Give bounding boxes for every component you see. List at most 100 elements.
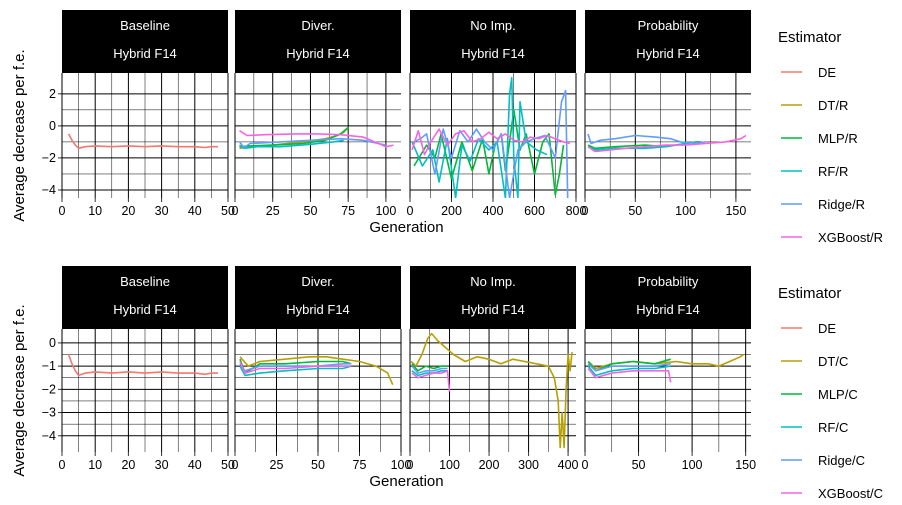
facet-1: Diver. Hybrid F14 0 25 50 75 100 [232, 10, 401, 218]
x-tick-label: 400 [558, 458, 579, 472]
legend-label: MLP/C [818, 387, 858, 402]
y-tick-label: −4 [42, 183, 56, 197]
facet-3: Probability Hybrid F14 0 50 100 150 [582, 266, 756, 472]
series-line-ridge-r [238, 137, 387, 149]
series-line-xgboost-r [411, 128, 570, 156]
x-tick-label: 100 [391, 458, 412, 472]
facet-strip-title: Probability [638, 274, 699, 289]
x-tick-label: 75 [341, 204, 355, 218]
facet-2: No Imp. Hybrid F14 0 200 400 600 800 [407, 10, 587, 218]
facet-strip-title: No Imp. [470, 18, 516, 33]
facet-strip-title: No Imp. [470, 274, 516, 289]
legend-label: Ridge/R [818, 197, 865, 212]
y-tick-label: 2 [49, 87, 56, 101]
series-line-xgboost-c [411, 369, 451, 392]
legend-label: DT/R [818, 98, 848, 113]
facet-1: Diver. Hybrid F14 0 25 50 75 100 [232, 266, 412, 472]
facet-strip-subtitle: Hybrid F14 [636, 46, 700, 61]
facet-strip [410, 10, 576, 73]
facet-2: No Imp. Hybrid F14 0 100 200 300 400 [407, 266, 579, 472]
series-line-mlp-c [411, 363, 448, 372]
series-line-de [67, 133, 218, 150]
x-tick-label: 50 [628, 204, 642, 218]
facet-panel [585, 73, 751, 198]
x-tick-label: 50 [304, 204, 318, 218]
facet-3: Probability Hybrid F14 0 50 100 150 [582, 10, 751, 218]
chart-0: Average decrease per f.e. 2 0 −2 −4 Baseline H… [11, 10, 883, 245]
facet-series-group [587, 353, 744, 383]
x-tick-label: 600 [524, 204, 545, 218]
series-line-rf-r [239, 139, 344, 150]
x-tick-label: 50 [221, 458, 235, 472]
series-line-ridge-c [587, 363, 671, 372]
chart-1: Average decrease per f.e. 0−1−2−3−4Baseli… [11, 266, 883, 501]
y-tick-label: −2 [42, 151, 56, 165]
series-line-de [67, 354, 218, 377]
series-line-rf-c [587, 365, 671, 377]
legend-label: MLP/R [818, 131, 858, 146]
x-tick-label: 10 [88, 204, 102, 218]
x-tick-label: 25 [266, 204, 280, 218]
facet-strip-subtitle: Hybrid F14 [113, 302, 177, 317]
y-tick-label: −1 [42, 359, 56, 373]
facet-strip [62, 266, 228, 329]
x-tick-label: 200 [479, 458, 500, 472]
x-tick-label: 25 [270, 458, 284, 472]
legend-label: XGBoost/R [818, 230, 883, 245]
x-tick-label: 50 [221, 204, 235, 218]
facet-panel [585, 329, 751, 452]
x-tick-label: 100 [682, 458, 703, 472]
facet-series-group [410, 332, 573, 449]
x-tick-label: 100 [375, 204, 396, 218]
x-tick-label: 30 [155, 458, 169, 472]
facet-strip-title: Probability [638, 18, 699, 33]
facet-strip-title: Diver. [301, 274, 334, 289]
legend-label: DE [818, 321, 836, 336]
x-tick-label: 75 [353, 458, 367, 472]
facet-strip-title: Baseline [120, 18, 170, 33]
y-tick-label: −4 [42, 429, 56, 443]
x-tick-label: 100 [439, 458, 460, 472]
facet-strip-title: Baseline [120, 274, 170, 289]
x-tick-label: 0 [407, 204, 414, 218]
x-tick-label: 150 [735, 458, 756, 472]
x-tick-label: 100 [675, 204, 696, 218]
legend-title: Estimator [778, 29, 841, 46]
x-axis-label: Generation [369, 219, 443, 236]
series-line-ridge-c [411, 365, 448, 374]
x-tick-label: 40 [188, 204, 202, 218]
facet-strip [410, 266, 576, 329]
legend-label: RF/R [818, 164, 848, 179]
facet-strip [585, 266, 751, 329]
x-tick-label: 800 [566, 204, 587, 218]
series-line-rf-c [239, 365, 352, 377]
facet-0: Baseline Hybrid F14 0 10 20 30 40 50 [59, 266, 235, 472]
facet-series-group [67, 354, 218, 377]
legend-label: Ridge/C [818, 453, 865, 468]
series-line-dt-c [410, 332, 573, 449]
series-line-xgboost-c [239, 361, 352, 374]
facet-strip-title: Diver. [301, 18, 334, 33]
x-tick-label: 300 [518, 458, 539, 472]
x-axis-label: Generation [369, 473, 443, 490]
series-line-rf-r [411, 77, 548, 198]
x-tick-label: 0 [582, 458, 589, 472]
x-tick-label: 10 [88, 458, 102, 472]
facet-strip-subtitle: Hybrid F14 [286, 46, 350, 61]
series-line-xgboost-r [587, 134, 747, 153]
y-tick-label: 0 [49, 336, 56, 350]
series-line-ridge-r [587, 133, 706, 145]
x-tick-label: 50 [311, 458, 325, 472]
legend-label: XGBoost/C [818, 486, 883, 501]
legend-label: DE [818, 65, 836, 80]
facet-panel [410, 329, 576, 452]
x-tick-label: 0 [59, 458, 66, 472]
y-axis-label: Average decrease per f.e. [11, 49, 28, 221]
facet-series-group [239, 355, 394, 386]
facet-strip [585, 10, 751, 73]
series-line-rf-c [411, 369, 448, 377]
legend: Estimator DE DT/R MLP/R RF/R Ridge/R XGBoost/R [778, 29, 883, 245]
facet-series-group [67, 133, 218, 150]
x-tick-label: 0 [232, 458, 239, 472]
